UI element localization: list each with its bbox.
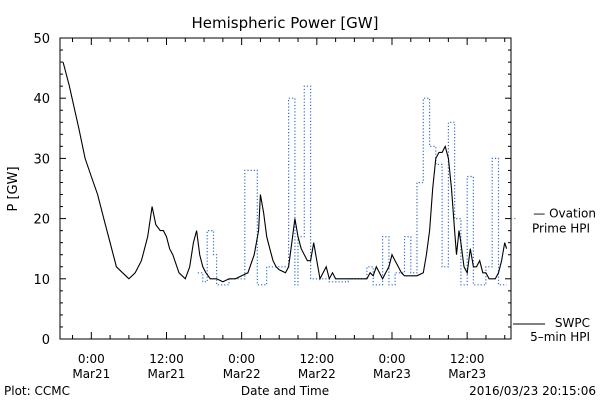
legend-swpc-line1: SWPC bbox=[555, 316, 590, 330]
legend-ovation-line2: Prime HPI bbox=[532, 222, 590, 236]
chart-title: Hemispheric Power [GW] bbox=[192, 14, 379, 32]
y-tick-label: 0 bbox=[42, 333, 50, 348]
ovation-prime-series-line bbox=[197, 85, 507, 286]
y-axis-label: P [GW] bbox=[6, 166, 21, 211]
x-tick-date-label: Mar22 bbox=[298, 367, 336, 381]
y-tick-label: 20 bbox=[33, 213, 50, 228]
legend-swpc-line2: 5–min HPI bbox=[530, 330, 590, 344]
y-tick-label: 30 bbox=[33, 152, 50, 167]
legend-ovation-line1: — Ovation bbox=[533, 207, 596, 221]
x-tick-date-label: Mar22 bbox=[223, 367, 261, 381]
x-tick-time-label: 0:00 bbox=[228, 352, 255, 366]
x-axis-label: Date and Time bbox=[241, 384, 329, 398]
plot-credit: Plot: CCMC bbox=[4, 384, 70, 398]
x-axis: 0:00Mar2112:00Mar210:00Mar2212:00Mar220:… bbox=[72, 38, 506, 381]
plot-timestamp: 2016/03/23 20:15:06 bbox=[469, 384, 596, 398]
series-layer bbox=[62, 61, 508, 286]
x-tick-time-label: 12:00 bbox=[149, 352, 184, 366]
x-tick-time-label: 12:00 bbox=[450, 352, 485, 366]
x-tick-time-label: 0:00 bbox=[78, 352, 105, 366]
y-axis: 0 10 20 30 40 50 bbox=[33, 32, 511, 348]
y-tick-label: 40 bbox=[33, 92, 50, 107]
y-tick-label: 50 bbox=[33, 32, 50, 47]
x-tick-date-label: Mar21 bbox=[72, 367, 110, 381]
x-tick-date-label: Mar23 bbox=[373, 367, 411, 381]
x-tick-time-label: 0:00 bbox=[379, 352, 406, 366]
x-tick-date-label: Mar23 bbox=[448, 367, 486, 381]
swpc-series-line bbox=[62, 61, 508, 283]
x-tick-date-label: Mar21 bbox=[148, 367, 186, 381]
plot-frame bbox=[59, 37, 512, 340]
x-tick-time-label: 12:00 bbox=[300, 352, 335, 366]
y-tick-label: 10 bbox=[33, 273, 50, 288]
